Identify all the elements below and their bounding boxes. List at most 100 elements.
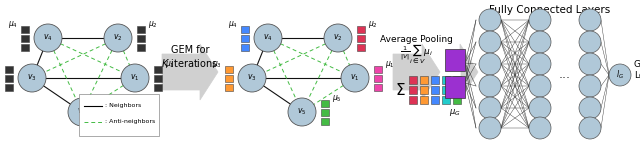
Bar — [101, 99, 109, 106]
Bar — [225, 65, 233, 73]
Bar — [453, 86, 461, 94]
Circle shape — [529, 31, 551, 53]
Circle shape — [479, 31, 501, 53]
Bar — [5, 65, 13, 73]
Bar — [409, 76, 417, 84]
Circle shape — [579, 75, 601, 97]
Bar — [321, 99, 329, 106]
Circle shape — [579, 117, 601, 139]
Bar — [154, 65, 162, 73]
Text: $v_1$: $v_1$ — [131, 73, 140, 83]
Bar — [442, 86, 450, 94]
Text: $v_3$: $v_3$ — [247, 73, 257, 83]
Text: $v_4$: $v_4$ — [263, 33, 273, 43]
Circle shape — [579, 53, 601, 75]
Bar — [420, 96, 428, 104]
Text: $v_5$: $v_5$ — [77, 107, 86, 117]
Circle shape — [121, 64, 149, 92]
Text: $v_2$: $v_2$ — [113, 33, 123, 43]
Text: $\Sigma$: $\Sigma$ — [395, 82, 405, 98]
Bar — [21, 43, 29, 50]
Bar — [137, 43, 145, 50]
FancyArrow shape — [162, 44, 218, 100]
Bar — [445, 49, 465, 71]
Circle shape — [529, 53, 551, 75]
Bar — [21, 34, 29, 41]
Text: $v_5$: $v_5$ — [298, 107, 307, 117]
Circle shape — [288, 98, 316, 126]
Text: $\mu_3$: $\mu_3$ — [0, 60, 2, 71]
Bar — [357, 43, 365, 50]
Bar — [431, 96, 439, 104]
Text: $\mu_2$: $\mu_2$ — [148, 19, 158, 30]
Bar — [420, 86, 428, 94]
Bar — [409, 96, 417, 104]
Text: $v_1$: $v_1$ — [350, 73, 360, 83]
Bar — [137, 26, 145, 32]
Bar — [154, 75, 162, 82]
Text: $\mu_3$: $\mu_3$ — [212, 60, 222, 71]
FancyArrow shape — [393, 44, 440, 100]
Bar — [357, 26, 365, 32]
Bar — [241, 26, 249, 32]
Circle shape — [579, 97, 601, 119]
Bar — [154, 84, 162, 91]
Text: GEM for: GEM for — [171, 45, 209, 55]
Bar — [374, 84, 382, 91]
Bar — [445, 76, 465, 98]
Bar — [101, 108, 109, 116]
Text: $l_G$: $l_G$ — [616, 69, 624, 81]
Text: $v_2$: $v_2$ — [333, 33, 342, 43]
Text: $v_4$: $v_4$ — [44, 33, 52, 43]
Circle shape — [479, 53, 501, 75]
Bar — [321, 118, 329, 125]
Bar — [101, 118, 109, 125]
Text: $\frac{1}{|V|}\sum_{i\in V}\mu_i$: $\frac{1}{|V|}\sum_{i\in V}\mu_i$ — [400, 42, 433, 66]
Circle shape — [324, 24, 352, 52]
Text: : Neighbors: : Neighbors — [105, 103, 141, 108]
Bar — [5, 75, 13, 82]
Circle shape — [529, 97, 551, 119]
Circle shape — [479, 97, 501, 119]
Bar — [5, 84, 13, 91]
Text: $\mu_4$: $\mu_4$ — [8, 19, 18, 30]
Text: Fully Connected Layers: Fully Connected Layers — [490, 5, 611, 15]
Bar — [431, 76, 439, 84]
Circle shape — [238, 64, 266, 92]
Bar — [321, 108, 329, 116]
Text: ...: ... — [559, 69, 571, 82]
Circle shape — [479, 75, 501, 97]
Text: $v_3$: $v_3$ — [28, 73, 36, 83]
Text: $\mu_2$: $\mu_2$ — [368, 19, 378, 30]
Bar — [409, 86, 417, 94]
Bar — [442, 96, 450, 104]
Circle shape — [34, 24, 62, 52]
Text: Average Pooling: Average Pooling — [380, 35, 453, 45]
Circle shape — [68, 98, 96, 126]
Circle shape — [529, 75, 551, 97]
Circle shape — [104, 24, 132, 52]
Text: $\mu_5$: $\mu_5$ — [112, 93, 122, 104]
Circle shape — [609, 64, 631, 86]
Circle shape — [579, 9, 601, 31]
Text: $\mu_1$: $\mu_1$ — [165, 60, 175, 71]
Text: $\mu_4$: $\mu_4$ — [228, 19, 238, 30]
Circle shape — [341, 64, 369, 92]
Circle shape — [254, 24, 282, 52]
Bar — [21, 26, 29, 32]
FancyBboxPatch shape — [79, 94, 159, 136]
Circle shape — [479, 117, 501, 139]
Bar — [357, 34, 365, 41]
Bar — [431, 86, 439, 94]
Text: : Anti-neighbors: : Anti-neighbors — [105, 119, 156, 125]
Text: $\mu_G$: $\mu_G$ — [449, 108, 461, 119]
Bar — [225, 75, 233, 82]
Bar — [442, 76, 450, 84]
Circle shape — [529, 117, 551, 139]
Circle shape — [529, 9, 551, 31]
Text: $\mu_5$: $\mu_5$ — [332, 93, 342, 104]
Bar — [420, 76, 428, 84]
FancyArrow shape — [460, 44, 478, 100]
Text: $K$ iterations: $K$ iterations — [161, 57, 219, 69]
Text: Graph
Logit: Graph Logit — [634, 60, 640, 80]
